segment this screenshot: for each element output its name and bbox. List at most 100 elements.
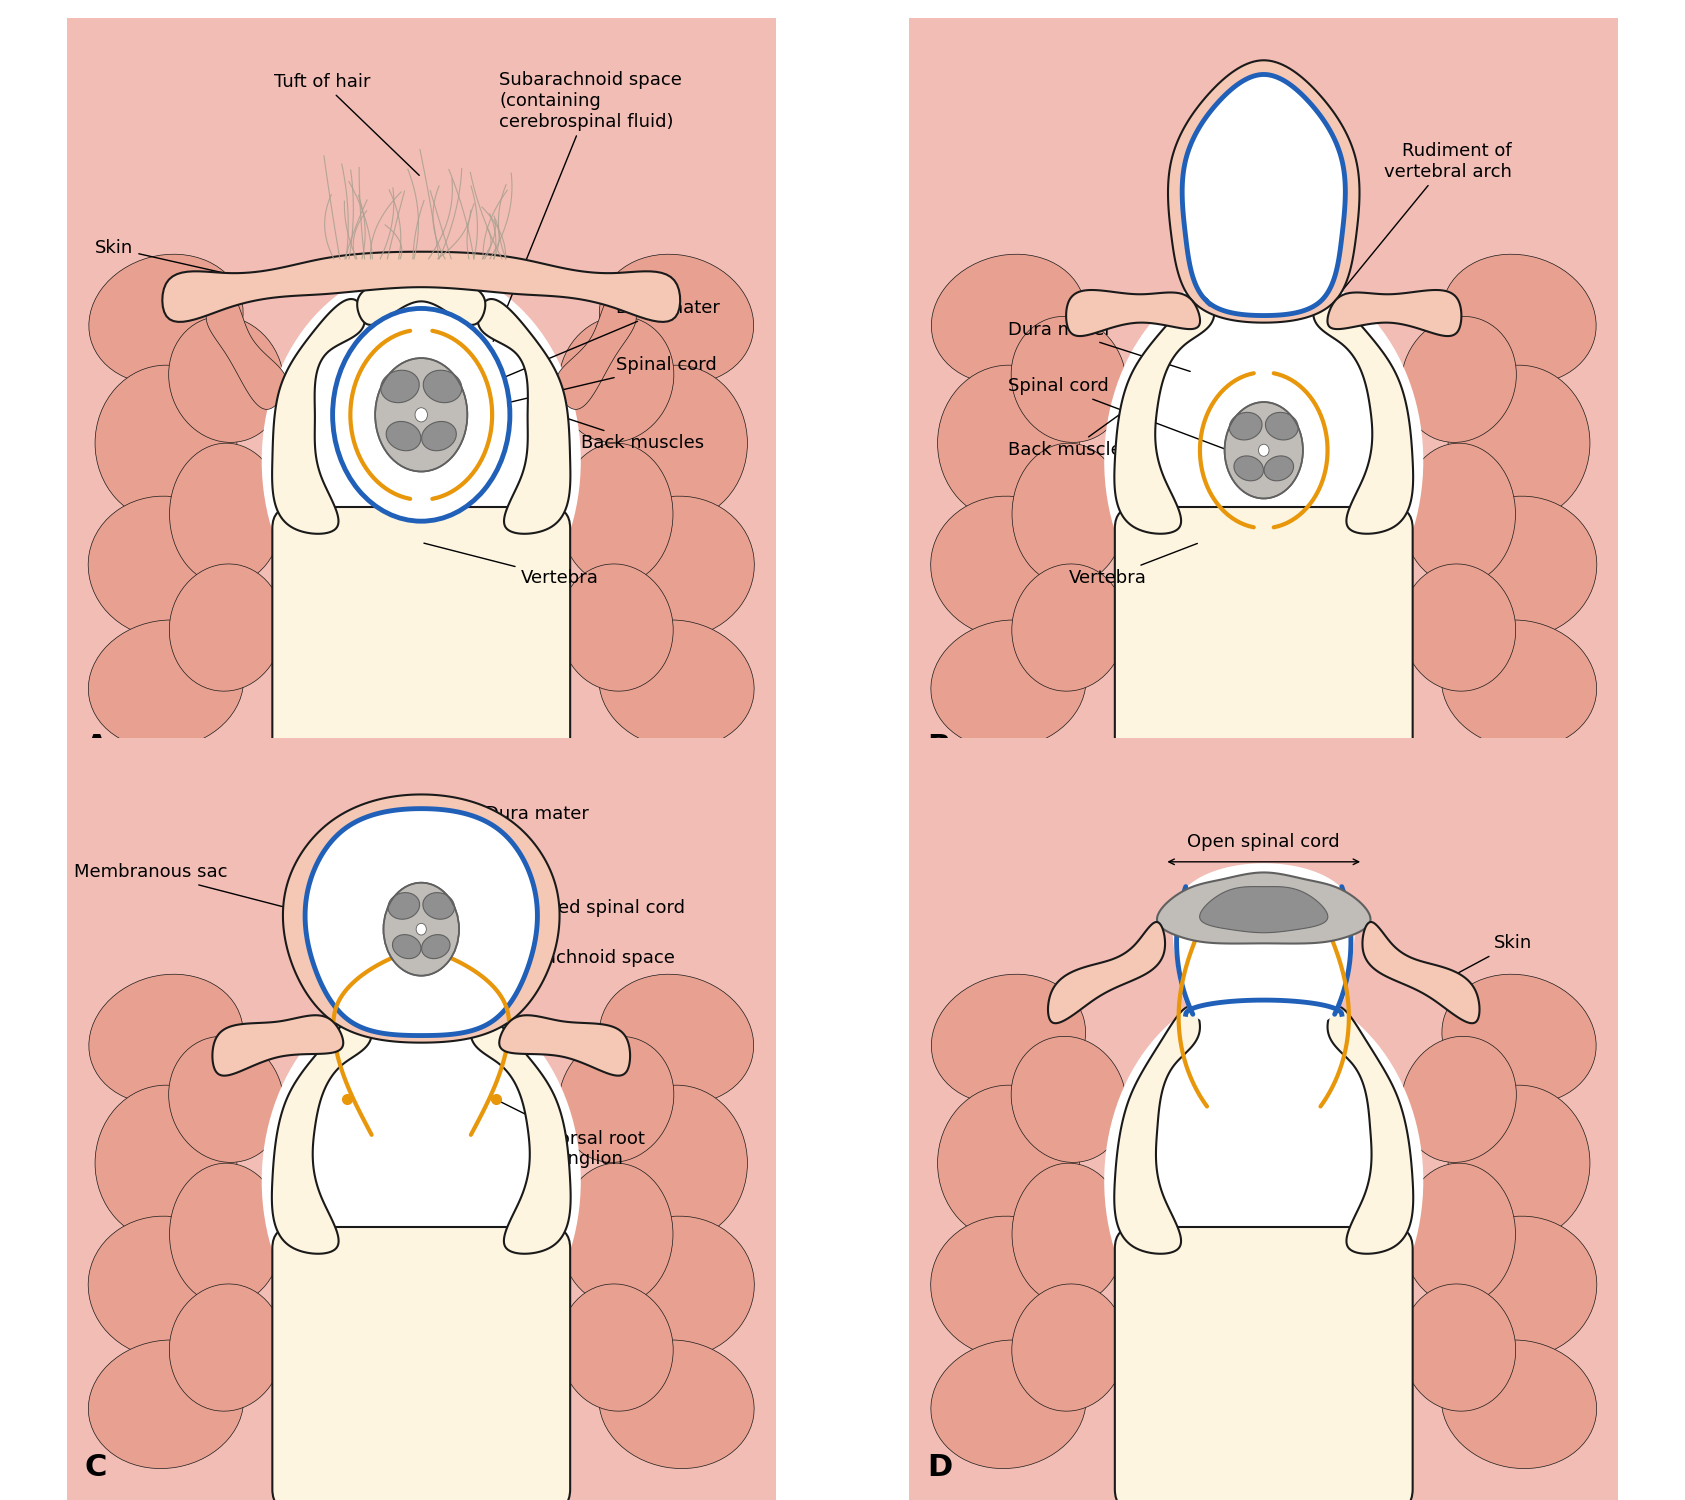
Ellipse shape [1402,1036,1516,1162]
Polygon shape [1114,1007,1200,1254]
Ellipse shape [1225,402,1303,498]
Ellipse shape [88,1216,244,1359]
Ellipse shape [376,358,467,471]
Polygon shape [1168,60,1360,322]
Polygon shape [67,18,775,780]
Ellipse shape [1447,1084,1591,1240]
Polygon shape [1048,922,1164,1023]
Ellipse shape [1402,442,1515,585]
Ellipse shape [1441,1216,1597,1359]
Ellipse shape [598,1340,755,1468]
Ellipse shape [1011,1036,1126,1162]
Polygon shape [1200,886,1328,933]
Ellipse shape [261,986,581,1376]
Polygon shape [910,18,1618,780]
FancyBboxPatch shape [273,507,570,790]
Ellipse shape [930,1216,1087,1359]
Ellipse shape [559,564,674,692]
Ellipse shape [598,620,755,748]
Text: Skin: Skin [94,238,283,286]
Polygon shape [162,252,681,322]
FancyBboxPatch shape [1115,1227,1412,1500]
Ellipse shape [416,924,426,934]
Ellipse shape [1011,564,1126,692]
Ellipse shape [170,442,283,585]
Polygon shape [1158,873,1370,944]
Ellipse shape [384,882,458,975]
Text: Spinal cord: Spinal cord [1009,378,1225,450]
Ellipse shape [930,620,1087,748]
Ellipse shape [1265,413,1297,440]
Ellipse shape [598,1216,755,1359]
Ellipse shape [1104,266,1424,656]
Ellipse shape [170,1162,283,1305]
Ellipse shape [89,254,243,384]
Ellipse shape [347,322,495,507]
Polygon shape [271,1013,372,1254]
Text: Spinal cord: Spinal cord [460,356,718,414]
Text: Rudiment of
vertebral arch: Rudiment of vertebral arch [1329,142,1511,306]
Ellipse shape [605,364,748,520]
Ellipse shape [559,1036,674,1162]
Text: Back muscles: Back muscles [1009,410,1132,459]
Ellipse shape [1011,316,1126,442]
Ellipse shape [937,1084,1080,1240]
Ellipse shape [1402,316,1516,442]
Ellipse shape [168,1036,283,1162]
Ellipse shape [1441,496,1597,639]
Polygon shape [1067,290,1200,336]
Text: Skin: Skin [1436,934,1532,984]
Polygon shape [910,738,1618,1500]
Ellipse shape [386,422,421,450]
Ellipse shape [559,316,674,442]
Text: Dura mater: Dura mater [502,300,719,378]
Text: Dorsal root
ganglion: Dorsal root ganglion [499,1101,645,1168]
Text: D: D [927,1454,952,1482]
Ellipse shape [559,1284,674,1412]
Ellipse shape [421,934,450,958]
Text: C: C [84,1454,106,1482]
Ellipse shape [423,892,455,920]
Polygon shape [1328,1007,1414,1254]
Polygon shape [305,808,538,1035]
Ellipse shape [1442,254,1596,384]
Ellipse shape [932,974,1085,1104]
Ellipse shape [423,370,462,402]
Polygon shape [67,738,775,1500]
Ellipse shape [1402,1162,1515,1305]
FancyBboxPatch shape [1115,507,1412,790]
Ellipse shape [1447,364,1591,520]
Text: Tuft of hair: Tuft of hair [273,72,420,176]
Text: Dura mater: Dura mater [1009,321,1190,372]
Ellipse shape [393,934,421,958]
Ellipse shape [600,974,753,1104]
Ellipse shape [94,364,238,520]
Text: Displaced spinal cord: Displaced spinal cord [460,898,686,922]
Ellipse shape [930,1340,1087,1468]
Text: B: B [927,734,950,762]
Ellipse shape [930,496,1087,639]
Ellipse shape [88,1340,244,1468]
Ellipse shape [1259,444,1269,456]
Polygon shape [1183,75,1345,315]
Ellipse shape [415,408,428,422]
Ellipse shape [88,496,244,639]
Text: A: A [84,734,108,762]
Ellipse shape [89,974,243,1104]
Polygon shape [1328,290,1461,336]
Polygon shape [283,795,559,1042]
Polygon shape [1313,292,1414,534]
Ellipse shape [168,1284,283,1412]
Ellipse shape [1013,442,1126,585]
Text: Membranous sac: Membranous sac [74,864,312,915]
Polygon shape [206,294,286,410]
Ellipse shape [1441,1340,1597,1468]
Text: Vertebra: Vertebra [1068,543,1198,586]
Polygon shape [470,1013,571,1254]
Ellipse shape [1402,1284,1516,1412]
Polygon shape [271,298,364,534]
Ellipse shape [559,1162,672,1305]
Text: Subarachnoid space: Subarachnoid space [467,948,676,968]
Polygon shape [1114,292,1215,534]
Text: Open spinal cord: Open spinal cord [1188,833,1340,850]
